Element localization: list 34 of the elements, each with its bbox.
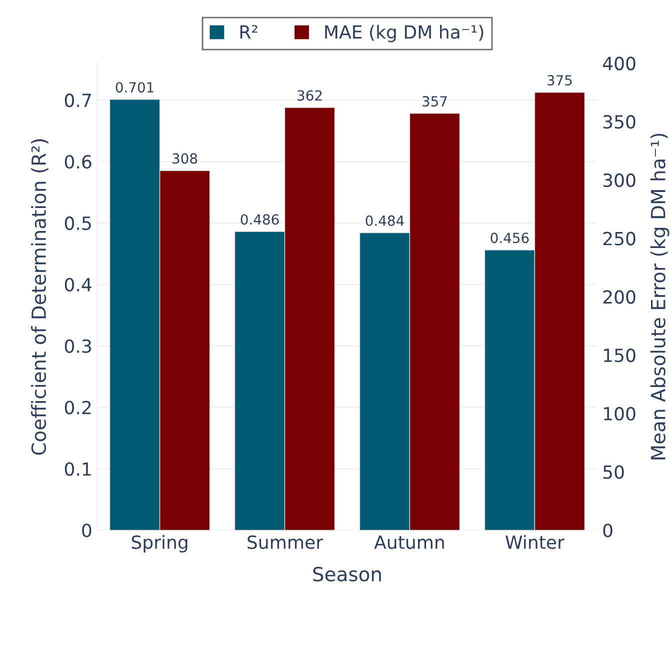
- y2-axis-title: Mean Absolute Error (kg DM ha⁻¹): [650, 134, 670, 460]
- y-tick-label: 0.4: [64, 278, 92, 292]
- x-tick-label: Spring: [132, 535, 188, 553]
- y2-tick-label: 0: [603, 524, 612, 538]
- x-tick-label: Autumn: [374, 536, 444, 550]
- x-tick-label: Summer: [248, 535, 324, 550]
- y-tick-label: 0.3: [64, 339, 91, 353]
- data-label: 375: [548, 75, 572, 86]
- y2-tick-label: 200: [603, 290, 636, 304]
- y-tick-label: 0.2: [64, 400, 91, 414]
- y-tick-label: 0.6: [64, 154, 92, 169]
- data-label: 0.486: [240, 214, 279, 225]
- y2-tick-label: 250: [603, 232, 636, 246]
- y2-tick-label: 400: [602, 56, 636, 70]
- y-tick-label: 0.1: [64, 462, 91, 476]
- data-label: 308: [172, 153, 198, 164]
- legend-label: MAE (kg DM ha⁻¹): [325, 24, 484, 42]
- y-tick-label: 0.5: [64, 216, 91, 230]
- y2-tick-label: 300: [603, 173, 636, 188]
- y-axis-title: Coefficient of Determination (R²): [31, 139, 48, 455]
- data-label: 357: [422, 96, 447, 107]
- y2-tick-label: 50: [603, 465, 624, 479]
- x-axis-title: Season: [313, 566, 381, 582]
- y2-tick-label: 350: [603, 115, 636, 129]
- data-label: 0.456: [490, 232, 529, 244]
- y-tick-label: 0.7: [64, 94, 91, 108]
- y-tick-label: 0: [82, 524, 92, 538]
- legend-label: R²: [240, 25, 258, 39]
- data-label: 0.484: [366, 215, 404, 226]
- x-tick-label: Winter: [506, 535, 564, 550]
- y2-tick-label: 150: [604, 348, 636, 362]
- data-label: 362: [298, 90, 322, 101]
- data-label: 0.701: [116, 82, 154, 93]
- y2-tick-label: 100: [604, 406, 636, 421]
